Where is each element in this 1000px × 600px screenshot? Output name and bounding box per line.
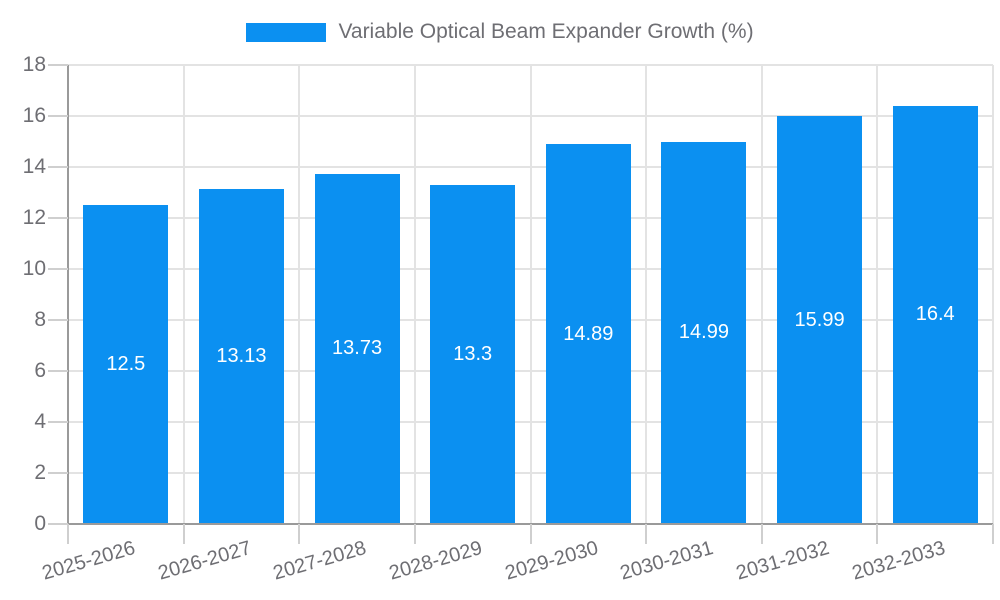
y-axis-label: 16 [22, 104, 46, 127]
x-axis-tick [645, 524, 648, 544]
x-axis-tick [992, 524, 994, 544]
x-axis-label-2032-2033: 2032-2033 [849, 537, 948, 585]
x-axis-tick [876, 524, 879, 544]
gridline-vertical [529, 65, 532, 524]
y-axis-label: 0 [34, 512, 46, 535]
x-axis-label-2031-2032: 2031-2032 [733, 537, 832, 585]
gridline-vertical [760, 65, 763, 524]
y-axis-label: 10 [22, 257, 46, 280]
y-axis-label: 18 [22, 53, 46, 76]
y-axis-tick [48, 217, 68, 219]
bar-2032-2033[interactable]: 16.4 [892, 105, 978, 524]
bar-value-label: 13.73 [332, 337, 383, 360]
legend-item[interactable]: Variable Optical Beam Expander Growth (%… [0, 21, 1000, 43]
gridline-vertical [645, 65, 648, 524]
y-axis-tick [48, 421, 68, 423]
legend-label: Variable Optical Beam Expander Growth (%… [338, 20, 754, 43]
bar-value-label: 16.4 [915, 303, 955, 326]
x-axis-label-2028-2029: 2028-2029 [386, 537, 485, 585]
x-axis-label-2029-2030: 2029-2030 [502, 537, 601, 585]
y-axis-tick [48, 472, 68, 474]
bar-2031-2032[interactable]: 15.99 [777, 116, 863, 524]
y-axis-label: 8 [34, 308, 46, 331]
y-axis-label: 12 [22, 206, 46, 229]
x-axis-label-2027-2028: 2027-2028 [271, 537, 370, 585]
x-axis-label-2025-2026: 2025-2026 [39, 537, 138, 585]
y-axis-tick [48, 268, 68, 270]
y-axis-label: 14 [22, 155, 46, 178]
gridline-vertical [992, 65, 994, 524]
bar-value-label: 15.99 [794, 308, 845, 331]
plot-area: 12.5 13.13 13.73 13.3 14.89 14.99 15.99 16.4 [68, 64, 994, 524]
x-axis-tick [413, 524, 416, 544]
x-axis-tick [760, 524, 763, 544]
bar-value-label: 13.3 [453, 342, 493, 365]
bar-2030-2031[interactable]: 14.99 [661, 141, 747, 524]
gridline-vertical [876, 65, 879, 524]
y-axis-line [67, 65, 69, 524]
y-axis-tick [48, 370, 68, 372]
y-axis-tick [48, 166, 68, 168]
bar-value-label: 14.99 [678, 321, 729, 344]
x-axis-label-2026-2027: 2026-2027 [155, 537, 254, 585]
x-axis-tick [529, 524, 532, 544]
bar-2025-2026[interactable]: 12.5 [83, 205, 169, 524]
x-axis-tick [298, 524, 301, 544]
x-axis-tick [182, 524, 185, 544]
y-axis-tick [48, 523, 68, 525]
bar-value-label: 12.5 [106, 353, 146, 376]
bar-2027-2028[interactable]: 13.73 [314, 173, 400, 524]
y-axis-label: 2 [34, 461, 46, 484]
legend-swatch [246, 22, 327, 42]
y-axis-label: 6 [34, 359, 46, 382]
y-axis-tick [48, 64, 68, 66]
gridline-vertical [413, 65, 416, 524]
bar-2026-2027[interactable]: 13.13 [198, 189, 284, 524]
bar-2029-2030[interactable]: 14.89 [545, 144, 631, 524]
gridline-vertical [182, 65, 185, 524]
bar-2028-2029[interactable]: 13.3 [430, 184, 516, 524]
bar-value-label: 13.13 [216, 345, 267, 368]
x-axis-label-2030-2031: 2030-2031 [617, 537, 717, 585]
y-axis-tick [48, 319, 68, 321]
bar-value-label: 14.89 [563, 322, 614, 345]
x-axis-tick [67, 524, 69, 544]
y-axis-label: 4 [34, 410, 46, 433]
gridline-vertical [298, 65, 301, 524]
y-axis-tick [48, 115, 68, 117]
